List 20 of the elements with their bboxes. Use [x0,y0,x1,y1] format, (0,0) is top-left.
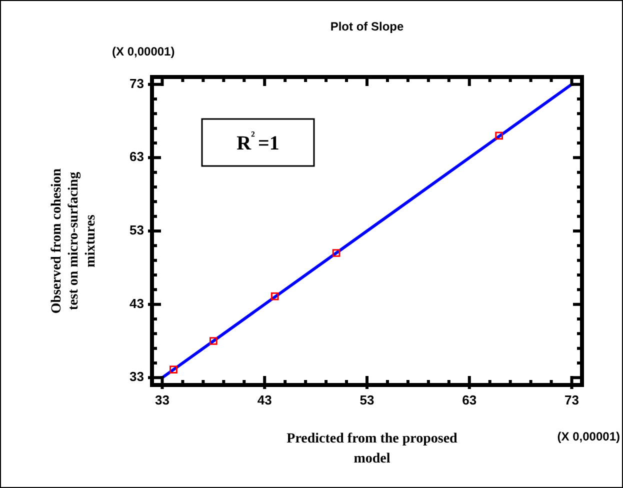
y-tick-label: 33 [130,369,144,384]
chart-title: Plot of Slope [330,19,404,34]
x-tick-label: 73 [564,392,579,408]
point [170,366,178,374]
point [270,292,279,300]
y-tick-label: 63 [130,149,144,164]
x-tick-label: 33 [155,392,170,408]
y-tick-label: 73 [130,76,144,91]
x-tick-label: 63 [462,392,477,408]
point [332,249,340,257]
x-tick-label: 53 [360,392,374,408]
point [495,132,504,140]
text: (X 0,00001) [112,44,175,58]
point [209,337,218,345]
x-tick-label: 43 [257,392,272,408]
x-axis-title: Predicted from the proposed model [286,432,458,467]
text: (X 0,00001) [557,429,620,444]
y-axis-title: Observed from cohesion test on micro-surfacing mixtures [50,168,99,314]
y-tick-label: 43 [130,296,144,311]
y-tick-label: 53 [130,222,144,238]
